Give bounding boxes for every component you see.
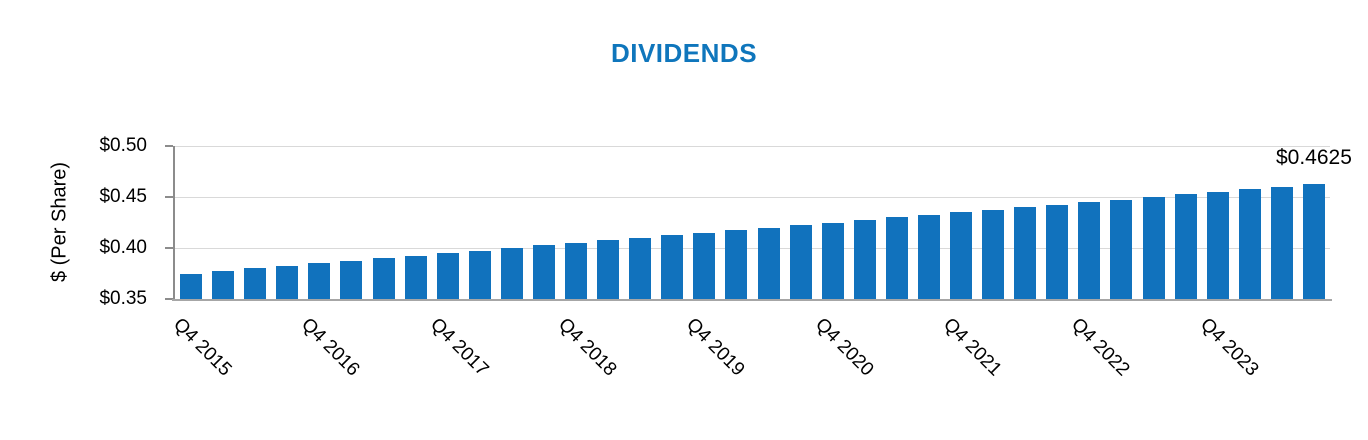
bar xyxy=(372,258,395,299)
bar xyxy=(853,219,876,299)
bar xyxy=(1238,189,1261,299)
gridline xyxy=(175,145,1330,147)
y-axis-title: $ (Per Share) xyxy=(48,161,71,283)
x-tick-label: Q4 2018 xyxy=(554,314,621,381)
bar xyxy=(340,260,363,299)
y-tick-label: $0.35 xyxy=(99,288,147,309)
bar xyxy=(1270,186,1293,299)
plot-area: $0.4625 $0.35 $0.40 $0.45 $0.50 Q4 2015 Q4 20… xyxy=(99,135,1351,380)
bar xyxy=(180,273,203,299)
bar xyxy=(789,225,812,299)
bar xyxy=(1174,194,1197,299)
y-axis-tick xyxy=(165,145,173,147)
bar xyxy=(308,263,331,299)
bar xyxy=(212,270,235,299)
bar xyxy=(597,240,620,299)
y-axis-tick xyxy=(165,298,173,300)
x-axis-line xyxy=(172,299,1332,301)
bar xyxy=(885,217,908,299)
y-axis-line xyxy=(173,146,175,301)
gridline xyxy=(175,247,1330,249)
bar xyxy=(1302,184,1325,299)
bar xyxy=(757,227,780,299)
bar xyxy=(244,268,267,299)
y-tick-label: $0.50 xyxy=(99,135,147,156)
bar xyxy=(693,232,716,299)
chart-title: DIVIDENDS xyxy=(610,38,758,68)
bar xyxy=(982,209,1005,299)
x-tick-label: Q4 2020 xyxy=(810,314,878,381)
bar xyxy=(276,265,299,299)
bar xyxy=(500,248,523,299)
bar xyxy=(821,222,844,299)
bar xyxy=(1014,207,1037,299)
bar xyxy=(1110,199,1133,299)
bar xyxy=(629,237,652,299)
y-tick-label: $0.40 xyxy=(99,237,147,258)
bar xyxy=(1142,197,1165,299)
x-tick-label: Q4 2021 xyxy=(939,314,1006,381)
bar xyxy=(468,250,491,299)
bar xyxy=(950,212,973,299)
x-tick-label: Q4 2015 xyxy=(169,314,236,381)
bar xyxy=(917,214,940,299)
x-tick-label: Q4 2019 xyxy=(682,314,749,381)
bar xyxy=(436,253,459,299)
bar xyxy=(532,245,555,299)
bar xyxy=(661,235,684,299)
bar xyxy=(1206,191,1229,299)
bar xyxy=(565,242,588,299)
gridline xyxy=(175,196,1330,198)
bar xyxy=(404,255,427,299)
y-axis-tick xyxy=(165,196,173,198)
last-bar-value-label: $0.4625 xyxy=(1275,146,1352,169)
bar xyxy=(1078,202,1101,299)
x-tick-label: Q4 2023 xyxy=(1195,314,1263,381)
x-tick-label: Q4 2017 xyxy=(425,314,493,381)
x-tick-label: Q4 2022 xyxy=(1067,314,1134,381)
x-tick-label: Q4 2016 xyxy=(297,314,364,381)
bar xyxy=(1046,204,1069,299)
y-axis-tick xyxy=(165,247,173,249)
bar xyxy=(725,230,748,299)
y-tick-label: $0.45 xyxy=(99,186,147,207)
